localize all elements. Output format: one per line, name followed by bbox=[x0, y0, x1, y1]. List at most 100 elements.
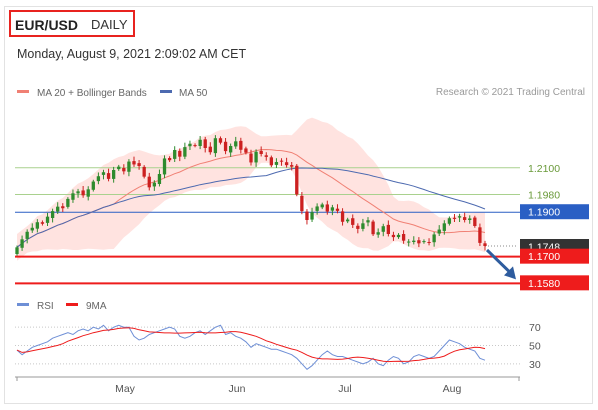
horizontal-levels bbox=[15, 167, 520, 285]
rsi-9ma-line bbox=[16, 327, 486, 363]
candle bbox=[274, 158, 279, 168]
candle bbox=[198, 136, 202, 150]
candles bbox=[15, 135, 487, 256]
x-tick-label-aug: Aug bbox=[443, 383, 462, 395]
candle bbox=[264, 152, 268, 161]
candle bbox=[137, 160, 141, 170]
x-tick-label-jul: Jul bbox=[338, 383, 351, 395]
legend-9ma-swatch bbox=[66, 303, 78, 306]
x-tick-label-jun: Jun bbox=[229, 383, 246, 395]
main-legend: MA 20 + Bollinger Bands MA 50 bbox=[17, 88, 208, 99]
candle bbox=[66, 197, 70, 209]
level-label-5: 1.1580 bbox=[528, 278, 560, 290]
rsi-tick-label-50: 50 bbox=[529, 341, 541, 353]
candle bbox=[412, 236, 416, 245]
level-label-0: 1.2100 bbox=[528, 163, 560, 175]
candle bbox=[320, 202, 324, 210]
candle bbox=[447, 216, 452, 226]
candle bbox=[132, 156, 136, 167]
candle bbox=[295, 164, 299, 197]
candle bbox=[345, 217, 350, 224]
candle bbox=[284, 157, 289, 168]
candle bbox=[462, 212, 467, 223]
candle bbox=[371, 219, 375, 236]
candle bbox=[396, 233, 401, 239]
legend-ma50-label: MA 50 bbox=[179, 88, 208, 99]
candle bbox=[391, 231, 396, 241]
candle bbox=[361, 218, 365, 232]
candle bbox=[478, 223, 482, 246]
candle bbox=[147, 172, 151, 191]
candle bbox=[249, 149, 253, 166]
candle bbox=[142, 165, 146, 179]
projection-arrow bbox=[485, 248, 516, 280]
level-tag-2 bbox=[520, 204, 589, 220]
candle bbox=[208, 142, 212, 155]
legend-ma50-swatch bbox=[160, 90, 172, 93]
legend-rsi-label: RSI bbox=[37, 301, 54, 312]
projection-arrow-shaft bbox=[485, 248, 513, 275]
candle bbox=[452, 214, 457, 222]
candle bbox=[442, 220, 446, 235]
rsi-panel: 70 50 30 bbox=[15, 322, 541, 371]
candle bbox=[422, 239, 426, 244]
candle bbox=[40, 220, 45, 226]
level-tag-4 bbox=[520, 248, 589, 264]
bollinger-bands bbox=[17, 117, 485, 261]
candle bbox=[335, 204, 340, 214]
candle bbox=[218, 136, 223, 145]
bollinger-band-fill bbox=[17, 117, 485, 261]
candle bbox=[162, 155, 167, 179]
candle bbox=[193, 143, 197, 148]
candle bbox=[213, 135, 218, 157]
candle bbox=[417, 237, 421, 248]
period-label: DAILY bbox=[91, 17, 128, 32]
candle bbox=[351, 214, 355, 228]
candle bbox=[50, 208, 55, 223]
candle bbox=[376, 228, 380, 238]
timestamp: Monday, August 9, 2021 2:09:02 AM CET bbox=[17, 47, 247, 61]
candle bbox=[203, 136, 207, 153]
candle bbox=[305, 209, 309, 225]
candle bbox=[61, 203, 65, 212]
candle bbox=[183, 142, 187, 160]
candle bbox=[468, 215, 472, 224]
candle bbox=[96, 172, 101, 185]
legend-rsi-swatch bbox=[17, 303, 29, 306]
level-label-2: 1.1900 bbox=[528, 207, 560, 219]
level-tag-5 bbox=[520, 275, 589, 291]
candle bbox=[473, 215, 477, 228]
candle bbox=[310, 207, 314, 222]
x-tick-label-may: May bbox=[115, 383, 136, 395]
ma50-line bbox=[16, 167, 486, 248]
candle bbox=[432, 232, 436, 247]
candle bbox=[234, 136, 238, 149]
candle bbox=[223, 138, 228, 155]
candle bbox=[71, 189, 75, 203]
candle bbox=[315, 203, 319, 215]
candle bbox=[254, 149, 258, 167]
legend-9ma-label: 9MA bbox=[86, 301, 107, 312]
candle bbox=[259, 146, 263, 157]
rsi-tick-label-70: 70 bbox=[529, 322, 541, 334]
candle bbox=[101, 169, 106, 180]
candle bbox=[45, 212, 50, 226]
candle bbox=[340, 208, 345, 226]
candle bbox=[81, 186, 85, 198]
candle bbox=[35, 219, 40, 233]
legend-ma20-label: MA 20 + Bollinger Bands bbox=[37, 88, 147, 99]
candle bbox=[178, 148, 182, 162]
candle bbox=[279, 158, 284, 166]
candle bbox=[20, 235, 24, 251]
symbol-label: EUR/USD bbox=[15, 17, 79, 33]
candle bbox=[366, 217, 370, 227]
candle bbox=[106, 168, 111, 182]
candle bbox=[15, 245, 19, 256]
candle bbox=[437, 225, 441, 236]
candle bbox=[157, 169, 162, 187]
candle bbox=[386, 220, 391, 237]
candle bbox=[188, 140, 192, 150]
candle bbox=[330, 204, 335, 216]
symbol-header-box[interactable] bbox=[9, 10, 135, 37]
